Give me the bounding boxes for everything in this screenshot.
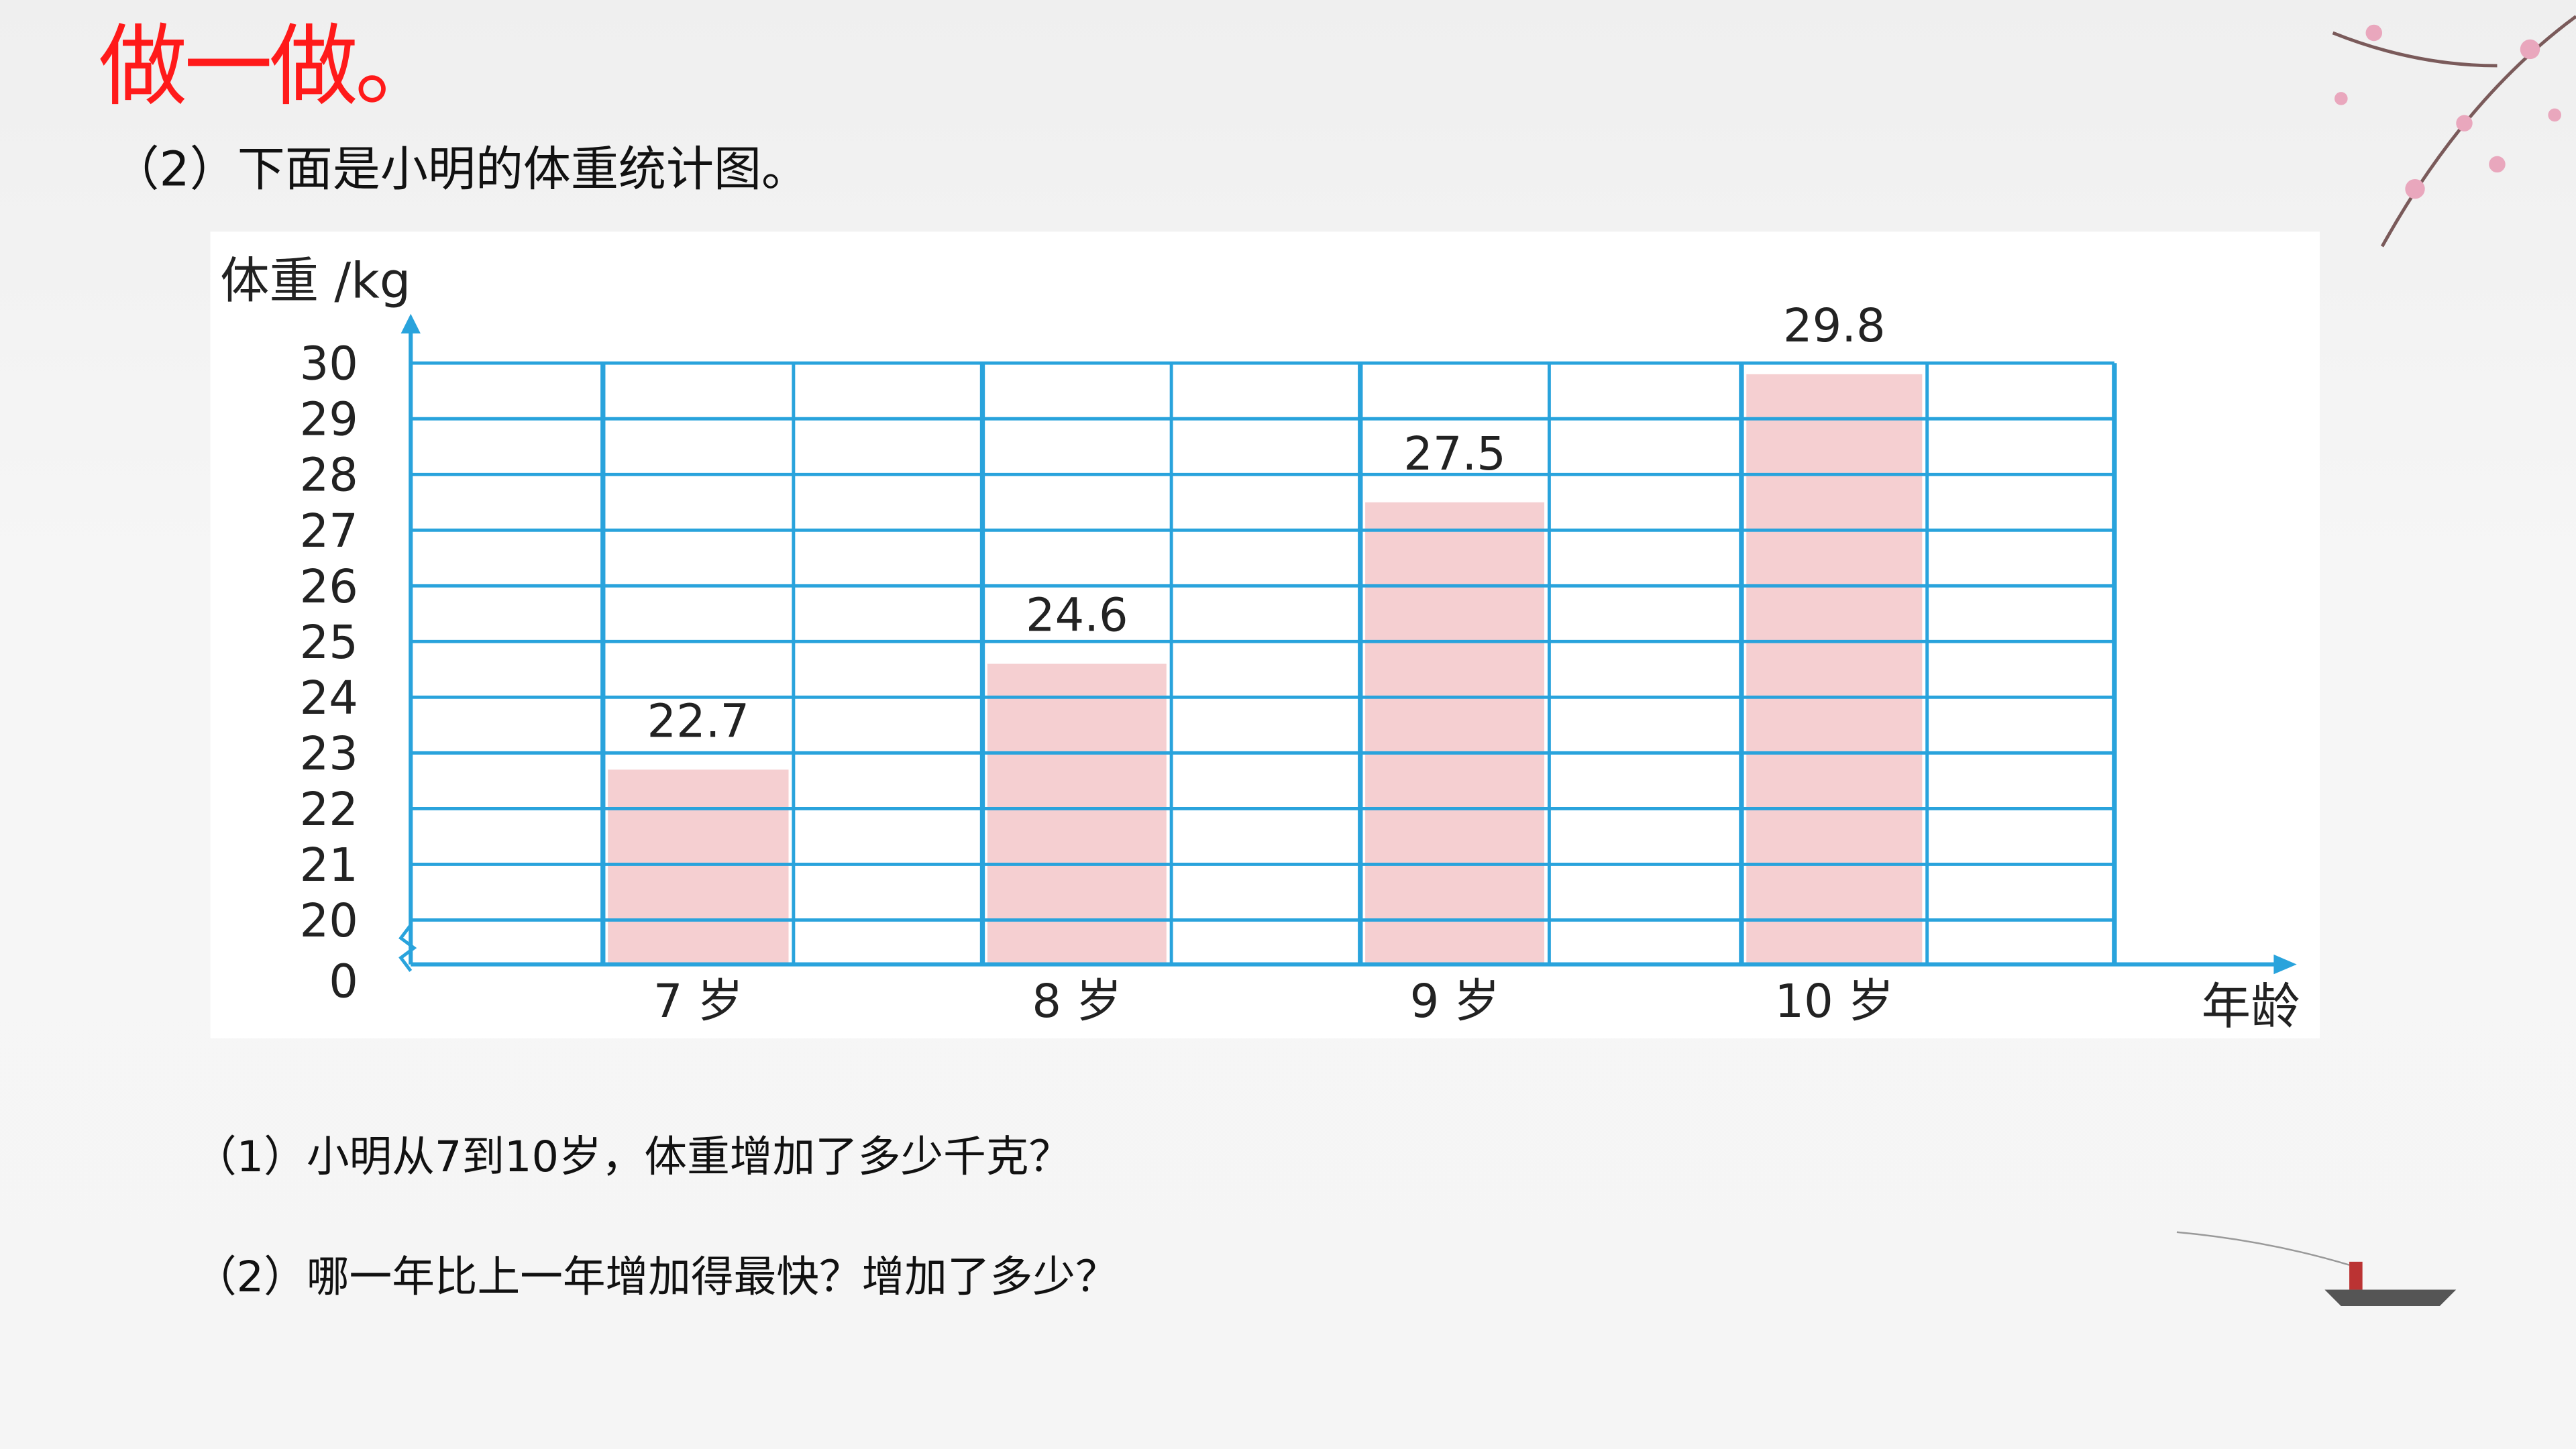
question-1: （1）小明从7到10岁，体重增加了多少千克？: [193, 1133, 1072, 1183]
y-tick-label: 26: [300, 560, 358, 614]
y-tick-label: 25: [300, 616, 358, 669]
y-tick-label: 28: [300, 449, 358, 502]
x-tick-label: 9 岁: [1410, 975, 1500, 1028]
y-tick-label: 22: [300, 783, 358, 837]
data-label: 24.6: [1026, 589, 1128, 643]
plum-blossom-decoration: [2332, 15, 2576, 248]
boat-decoration: [2176, 1231, 2457, 1306]
y-tick-label: 0: [329, 955, 358, 1009]
y-tick-label: 21: [300, 839, 358, 892]
y-tick-label: 20: [300, 894, 358, 948]
y-tick-label: 23: [300, 727, 358, 781]
bar: [608, 769, 789, 965]
data-label: 29.8: [1783, 299, 1886, 353]
y-tick-label: 24: [300, 672, 358, 725]
axis-break: [398, 924, 417, 972]
data-label: 27.5: [1403, 427, 1506, 481]
x-tick-label: 7 岁: [653, 975, 743, 1028]
x-axis-arrow: [2273, 954, 2297, 975]
subtitle: （2）下面是小明的体重统计图。: [111, 141, 810, 197]
bar: [987, 663, 1167, 965]
bar: [1746, 374, 1923, 965]
y-tick-label: 27: [300, 504, 358, 558]
x-tick-label: 10 岁: [1775, 975, 1894, 1028]
x-axis-title: 年龄: [2202, 979, 2300, 1036]
bar: [1365, 502, 1545, 965]
y-tick-label: 29: [300, 393, 358, 447]
question-2: （2）哪一年比上一年增加得最快？增加了多少？: [193, 1253, 1118, 1303]
data-label: 22.7: [647, 694, 749, 748]
heading: 做一做。: [98, 15, 443, 119]
y-axis-title: 体重 /kg: [220, 252, 411, 309]
x-tick-label: 8 岁: [1032, 975, 1122, 1028]
y-tick-label: 30: [300, 337, 358, 391]
y-axis-arrow: [400, 313, 421, 334]
chart: 体重 /kg 0 20 21 22 23 24 25 26 27 28 29 30 7 岁 8 岁 9 岁 10…: [210, 231, 2320, 1038]
